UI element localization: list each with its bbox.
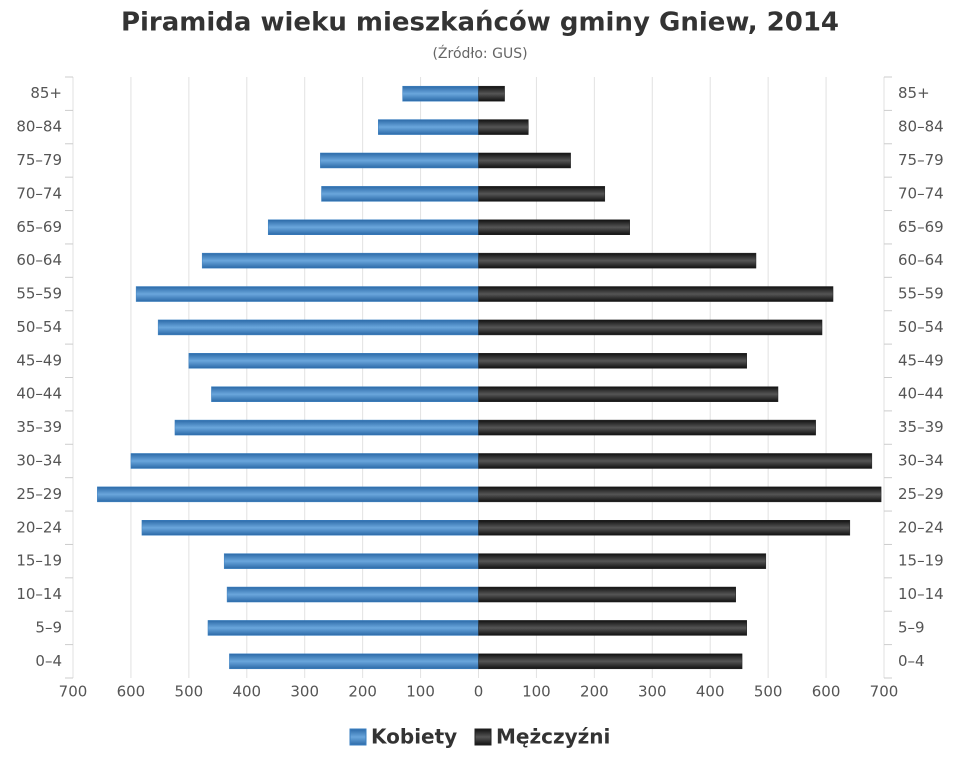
y-tick-label: 80–84 [16, 118, 62, 136]
y-tick-label: 70–74 [898, 184, 944, 202]
y-tick-label: 40–44 [16, 385, 62, 403]
bar [478, 553, 767, 569]
y-tick-label: 55–59 [16, 285, 62, 303]
legend-label: Kobiety [371, 725, 457, 749]
y-tick-label: 65–69 [898, 218, 944, 236]
y-tick-label: 20–24 [898, 518, 944, 536]
bar [478, 586, 736, 603]
x-tick-label: 600 [812, 683, 841, 701]
bar [267, 219, 479, 235]
bar [478, 653, 743, 670]
bar [402, 85, 479, 102]
y-tick-label: 80–84 [898, 118, 944, 136]
bar [478, 85, 505, 102]
bar [188, 353, 479, 369]
bar [478, 319, 823, 336]
bar [135, 286, 479, 302]
bar [478, 152, 571, 169]
legend-swatch [349, 728, 367, 746]
y-tick-label: 5–9 [35, 618, 62, 636]
y-tick-label: 20–24 [16, 518, 62, 536]
x-tick-label: 300 [290, 683, 319, 701]
bar [478, 620, 747, 636]
y-tick-label: 30–34 [898, 451, 944, 469]
bar [478, 520, 851, 536]
x-tick-label: 700 [59, 683, 88, 701]
bar [226, 586, 479, 603]
bar [478, 453, 873, 469]
x-tick-label: 200 [580, 683, 609, 701]
y-tick-label: 75–79 [898, 151, 944, 169]
bar [141, 520, 479, 536]
y-tick-label: 25–29 [16, 485, 62, 503]
y-tick-label: 85+ [898, 84, 930, 102]
y-tick-label: 50–54 [16, 318, 62, 336]
y-tick-label: 5–9 [898, 618, 925, 636]
y-tick-label: 40–44 [898, 385, 944, 403]
chart-title: Piramida wieku mieszkańców gminy Gniew, … [121, 8, 839, 38]
bar [174, 419, 479, 436]
y-tick-label: 30–34 [16, 451, 62, 469]
bar [478, 119, 529, 135]
x-tick-label: 200 [348, 683, 377, 701]
bar [478, 252, 757, 269]
y-tick-label: 15–19 [16, 552, 62, 570]
y-tick-label: 45–49 [898, 351, 944, 369]
x-tick-label: 500 [175, 683, 204, 701]
bar [378, 119, 479, 135]
y-tick-label: 55–59 [898, 285, 944, 303]
x-tick-label: 700 [870, 683, 899, 701]
bar [207, 620, 479, 636]
y-tick-label: 50–54 [898, 318, 944, 336]
y-tick-label: 75–79 [16, 151, 62, 169]
x-tick-label: 600 [117, 683, 146, 701]
bar [157, 319, 479, 336]
y-tick-label: 70–74 [16, 184, 62, 202]
bar [130, 453, 479, 469]
y-tick-label: 85+ [30, 84, 62, 102]
chart-subtitle: (Źródło: GUS) [432, 44, 527, 62]
bar [321, 186, 479, 202]
bar [478, 186, 606, 202]
y-tick-label: 60–64 [16, 251, 62, 269]
x-tick-label: 100 [522, 683, 551, 701]
bar [201, 252, 479, 269]
bar [320, 152, 479, 169]
y-tick-label: 60–64 [898, 251, 944, 269]
bar [211, 386, 479, 402]
y-tick-label: 45–49 [16, 351, 62, 369]
y-tick-label: 0–4 [898, 652, 925, 670]
y-tick-label: 35–39 [898, 418, 944, 436]
bar [478, 419, 816, 436]
y-tick-label: 65–69 [16, 218, 62, 236]
y-tick-label: 15–19 [898, 552, 944, 570]
y-tick-label: 10–14 [898, 585, 944, 603]
x-tick-label: 400 [696, 683, 725, 701]
bar [478, 286, 834, 302]
bar [478, 486, 882, 503]
y-tick-label: 25–29 [898, 485, 944, 503]
y-tick-label: 10–14 [16, 585, 62, 603]
x-tick-label: 0 [474, 683, 484, 701]
bar [223, 553, 479, 569]
bar [478, 353, 747, 369]
y-tick-label: 0–4 [35, 652, 62, 670]
x-tick-label: 300 [638, 683, 667, 701]
x-tick-label: 100 [406, 683, 435, 701]
y-tick-label: 35–39 [16, 418, 62, 436]
bar [229, 653, 479, 670]
legend-swatch [474, 728, 492, 746]
x-tick-label: 500 [754, 683, 783, 701]
bar [478, 219, 630, 235]
x-tick-label: 400 [232, 683, 261, 701]
bar [478, 386, 779, 402]
bar [97, 486, 479, 503]
legend-label: Mężczyźni [496, 725, 610, 749]
